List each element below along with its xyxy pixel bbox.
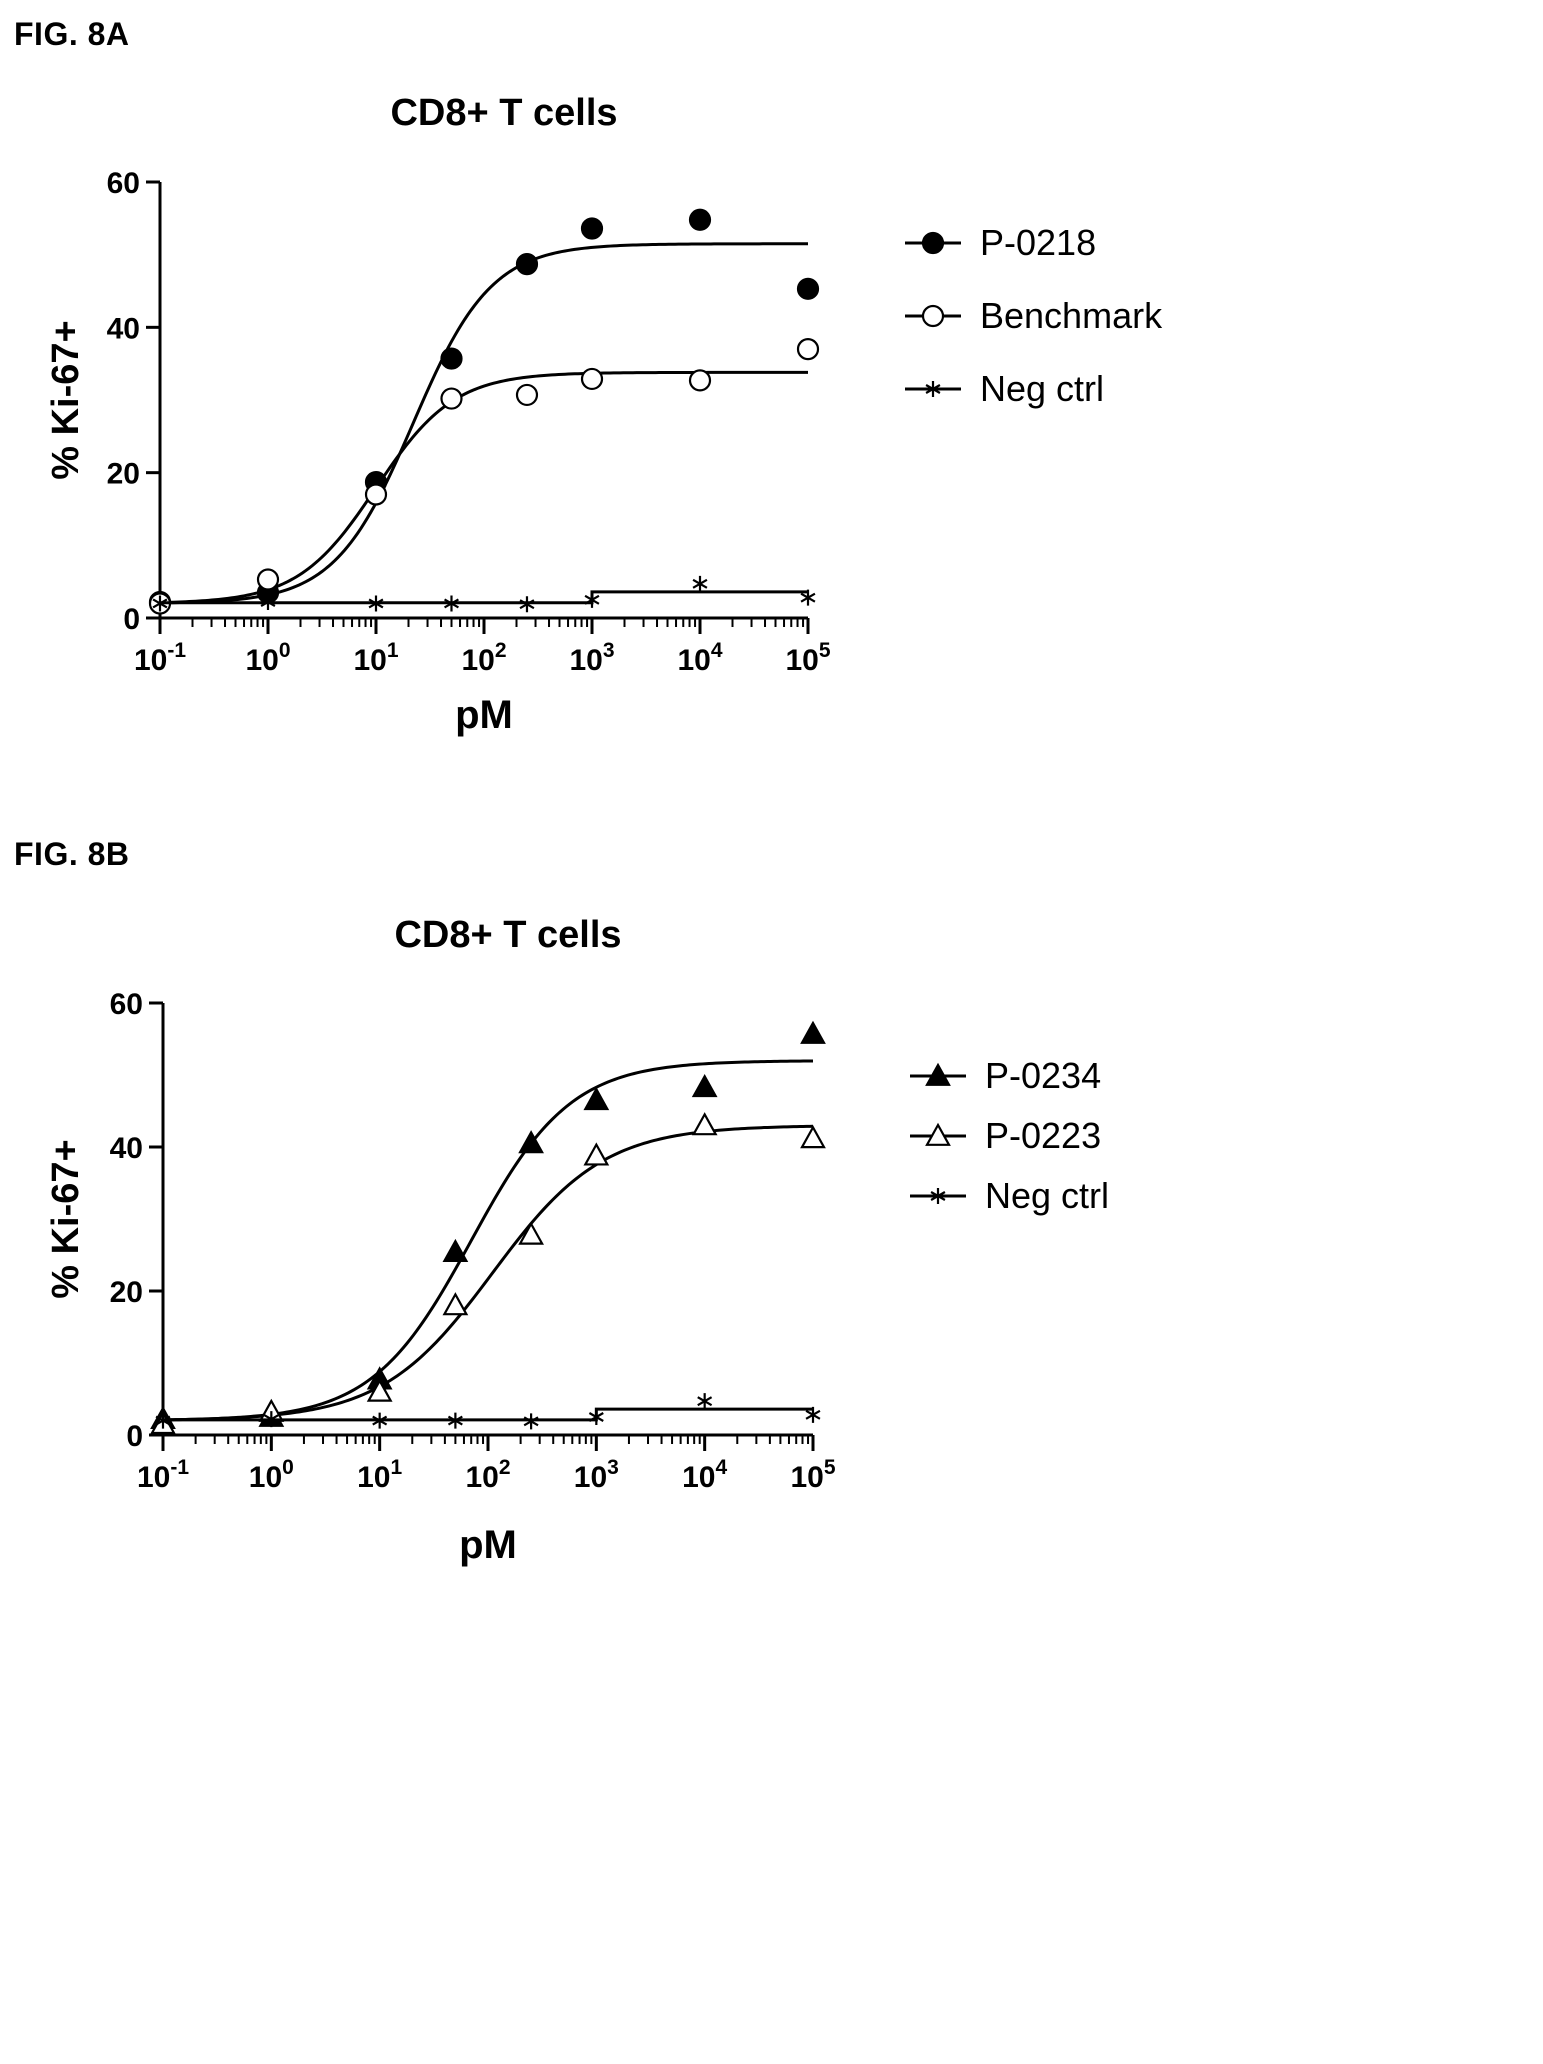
x-tick-label: 105 [790,1456,835,1494]
x-tick-label: 101 [357,1456,402,1494]
x-tick-label: 100 [249,1456,294,1494]
data-point-benchmark [364,483,388,506]
data-point-benchmark [515,383,539,407]
chart-title: CD8+ T cells [390,92,617,134]
data-point-p-0223 [691,1112,718,1136]
data-point-p-0218 [580,217,604,240]
data-point-benchmark [688,369,712,392]
data-point-neg-ctrl [800,589,816,606]
data-point-p-0234 [442,1238,469,1263]
x-tick-label: 104 [682,1456,727,1494]
legend-marker-benchmark [921,304,945,328]
y-axis-label: % Ki-67+ [45,1139,87,1298]
chart-8b: CD8+ T cells 0 20 40 60 10-1 100 101 102 103 104 10… [45,914,1109,1567]
legend-label-p-0223: P-0223 [985,1115,1101,1156]
data-point-benchmark [440,387,463,410]
y-tick-label: 0 [123,603,140,636]
legend-marker-neg-ctrl [930,1188,946,1204]
x-tick-label: 103 [569,639,614,677]
chart-title: CD8+ T cells [394,914,621,956]
data-point-benchmark [796,338,820,361]
data-point-benchmark [580,367,604,391]
legend-label-benchmark: Benchmark [980,295,1163,336]
fit-curve-p-0223 [162,1124,814,1422]
data-point-p-0218 [440,347,463,370]
legend-label-p-0234: P-0234 [985,1055,1101,1096]
fit-curve-benchmark [159,370,808,605]
data-point-p-0223 [583,1142,610,1166]
data-point-neg-ctrl [368,595,384,612]
data-point-neg-ctrl [260,594,276,611]
data-point-neg-ctrl [588,1409,604,1425]
legend-label-p-0218: P-0218 [980,222,1096,263]
data-point-neg-ctrl [444,595,459,612]
x-tick-label: 102 [461,639,506,677]
figure-label-8b: FIG. 8B [14,836,130,872]
legend-marker-neg-ctrl [925,381,941,397]
data-point-p-0218 [515,253,539,276]
y-tick-label: 60 [110,988,143,1021]
y-tick-label: 0 [126,1420,143,1453]
data-point-neg-ctrl [372,1412,388,1429]
x-axis-label: pM [455,693,513,737]
data-point-p-0218 [688,208,712,231]
x-tick-label: 103 [574,1456,619,1494]
x-tick-label: 101 [353,639,398,677]
y-tick-label: 20 [107,458,140,491]
legend-marker-p-0223 [925,1122,951,1146]
y-tick-label: 40 [110,1132,143,1165]
data-point-p-0234 [691,1073,718,1098]
fit-curve-p-0234 [162,1059,814,1422]
legend-marker-p-0218 [921,231,945,255]
data-point-neg-ctrl [805,1406,821,1423]
figure-label-8a: FIG. 8A [14,16,130,52]
data-point-neg-ctrl [152,595,168,612]
data-point-neg-ctrl [263,1411,279,1428]
y-tick-label: 40 [107,312,140,345]
legend-label-neg-ctrl: Neg ctrl [980,368,1104,409]
data-point-neg-ctrl [155,1412,171,1429]
data-point-neg-ctrl [519,596,535,613]
data-point-neg-ctrl [447,1412,463,1429]
data-point-p-0223 [442,1292,469,1316]
x-tick-label: 10-1 [134,639,186,677]
data-point-p-0234 [518,1130,544,1154]
data-point-neg-ctrl [584,591,600,608]
data-point-p-0234 [800,1020,826,1044]
y-axis-label: % Ki-67+ [45,320,87,479]
data-point-p-0223 [800,1125,826,1149]
data-point-neg-ctrl [697,1393,713,1410]
y-tick-label: 60 [107,167,140,200]
data-point-neg-ctrl [523,1413,539,1430]
data-point-p-0218 [796,277,820,300]
y-tick-label: 20 [110,1276,143,1309]
legend-label-neg-ctrl: Neg ctrl [985,1175,1109,1216]
x-tick-label: 105 [785,639,830,677]
legend-marker-p-0234 [925,1062,951,1086]
data-point-p-0223 [518,1221,544,1245]
x-tick-label: 102 [465,1456,510,1494]
x-axis-label: pM [459,1523,517,1567]
x-tick-label: 10-1 [137,1456,189,1494]
data-point-p-0223 [366,1378,393,1402]
fit-curve-p-0218 [159,242,808,605]
data-point-p-0234 [583,1086,610,1111]
data-point-neg-ctrl [692,575,708,592]
data-point-benchmark [256,568,280,591]
chart-8a: CD8+ T cells 0 20 40 60 10-1 100 101 102 103 104 10… [45,92,1163,737]
x-tick-label: 104 [677,639,722,677]
x-tick-label: 100 [245,639,290,677]
